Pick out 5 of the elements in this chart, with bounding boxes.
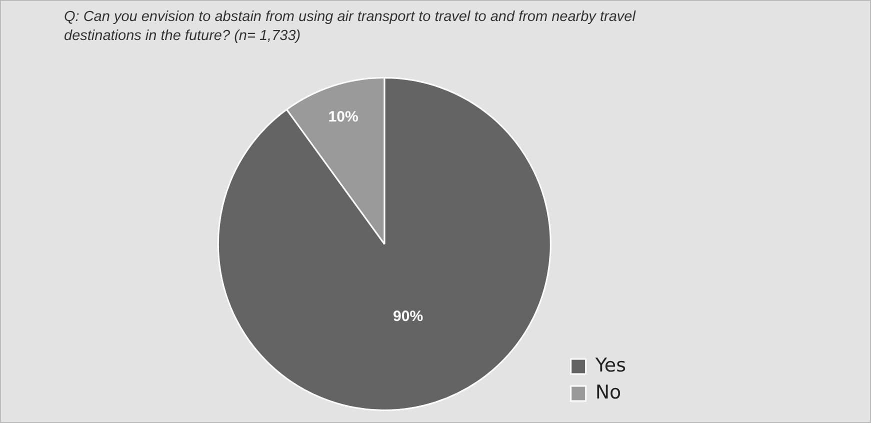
- chart-title: Q: Can you envision to abstain from using air transport to travel to and from nearby travel destinations in the future? (n= 1,733): [64, 8, 637, 46]
- data-label: 10%: [328, 108, 358, 126]
- legend-label: No: [595, 381, 622, 404]
- legend-label: Yes: [594, 354, 626, 376]
- data-label: 90%: [393, 308, 424, 325]
